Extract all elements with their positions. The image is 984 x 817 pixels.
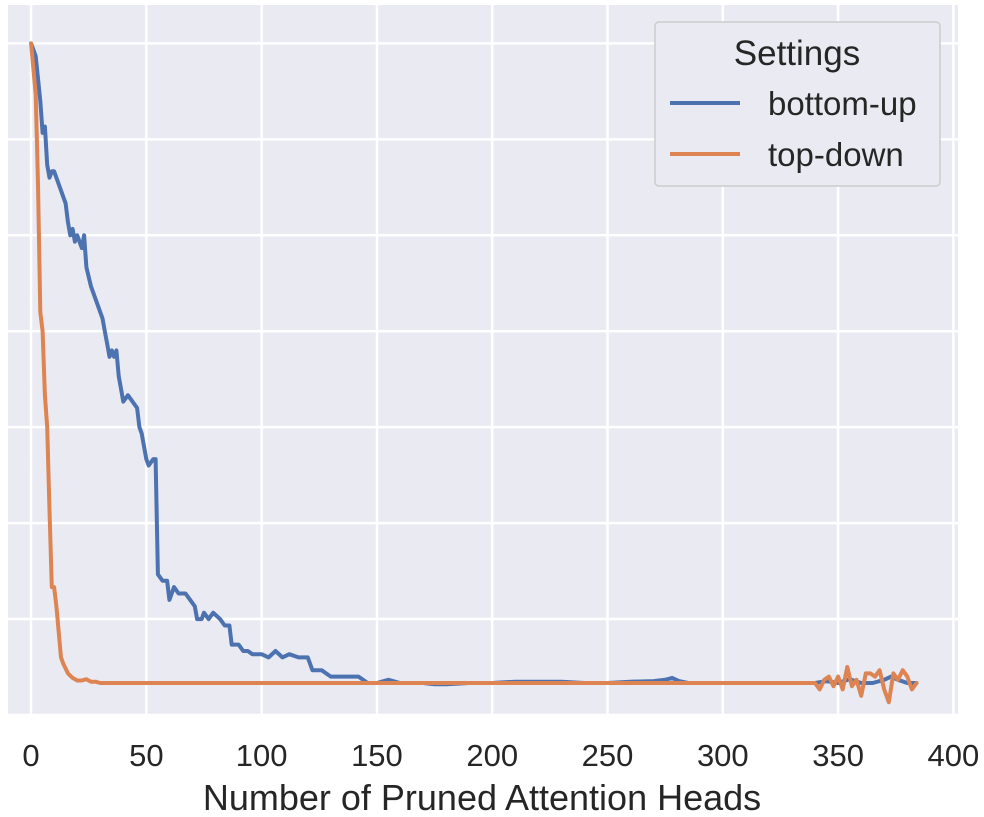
horizontal-gridlines xyxy=(8,42,958,717)
x-tick-label: 100 xyxy=(236,738,288,773)
x-tick-label: 200 xyxy=(466,738,518,773)
x-tick-label: 400 xyxy=(928,738,980,773)
series-lines xyxy=(29,41,919,705)
x-tick-labels: 0 50 100 150 200 250 300 350 400 xyxy=(22,738,979,773)
legend: Settings bottom-up top-down xyxy=(654,21,941,187)
legend-box xyxy=(654,21,941,187)
legend-title: Settings xyxy=(734,34,860,73)
x-tick-label: 50 xyxy=(129,738,163,773)
x-tick-label: 350 xyxy=(812,738,864,773)
x-axis-title: Number of Pruned Attention Heads xyxy=(203,777,761,817)
series-line-bottom-up xyxy=(29,41,919,687)
x-tick-label: 250 xyxy=(582,738,634,773)
legend-label-bottom-up: bottom-up xyxy=(768,85,917,122)
legend-label-top-down: top-down xyxy=(768,136,904,173)
x-tick-label: 150 xyxy=(351,738,403,773)
x-tick-label: 300 xyxy=(697,738,749,773)
x-tick-label: 0 xyxy=(22,738,39,773)
series-line-top-down xyxy=(29,41,919,705)
